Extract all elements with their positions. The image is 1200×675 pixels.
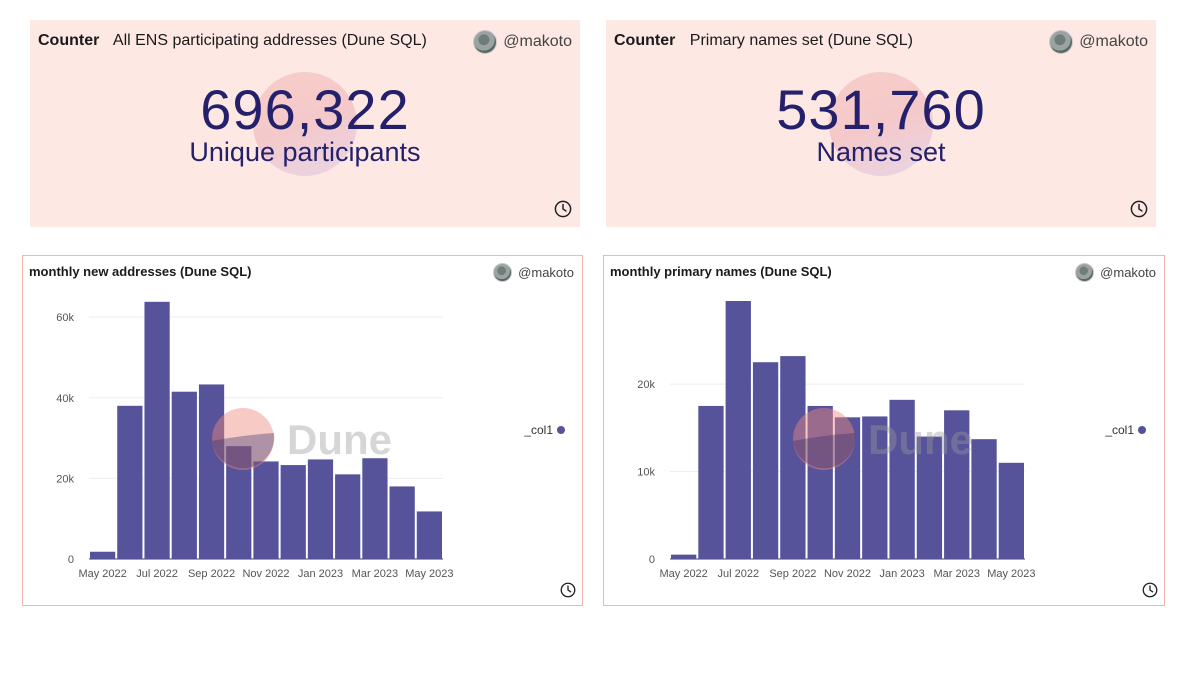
counter-card-participants: Counter All ENS participating addresses … bbox=[30, 20, 580, 227]
bar-oct-2022[interactable] bbox=[807, 405, 833, 559]
avatar bbox=[1049, 30, 1074, 54]
x-tick-label: Sep 2022 bbox=[188, 568, 235, 580]
bar-oct-2022[interactable] bbox=[226, 446, 252, 559]
counter-value: 696,322 bbox=[200, 78, 410, 141]
x-tick-label: Nov 2022 bbox=[242, 568, 289, 580]
dune-watermark-logo bbox=[253, 72, 357, 176]
legend-swatch bbox=[557, 426, 565, 434]
x-tick-label: Jul 2022 bbox=[136, 568, 178, 580]
y-tick-label: 60k bbox=[56, 312, 74, 324]
x-tick-label: Jul 2022 bbox=[717, 568, 759, 580]
watermark-text: Dune bbox=[287, 416, 392, 463]
x-tick-label: May 2022 bbox=[78, 568, 126, 580]
chart-card-new-addresses: monthly new addresses (Dune SQL) @makoto… bbox=[22, 255, 583, 606]
bar-apr-2023[interactable] bbox=[389, 486, 415, 559]
author-link[interactable]: @makoto bbox=[473, 30, 572, 54]
bar-sep-2022[interactable] bbox=[198, 384, 225, 559]
chart-title[interactable]: monthly primary names (Dune SQL) bbox=[610, 264, 832, 279]
counter-header: Counter Primary names set (Dune SQL) bbox=[614, 32, 913, 50]
visualization-type: Counter bbox=[38, 32, 100, 49]
bar-chart: 0 20k 40k 60k Dune May 2022 Jul 2022 Sep 2022 No… bbox=[56, 301, 565, 580]
bar-apr-2023[interactable] bbox=[971, 439, 997, 559]
bar-sep-2022[interactable] bbox=[780, 356, 806, 559]
counter-label: Unique participants bbox=[189, 137, 421, 167]
x-tick-label: Sep 2022 bbox=[769, 568, 816, 580]
bar-mar-2023[interactable] bbox=[362, 458, 388, 559]
bar-dec-2022[interactable] bbox=[862, 416, 888, 559]
x-tick-label: Mar 2023 bbox=[933, 568, 979, 580]
x-tick-label: Jan 2023 bbox=[879, 568, 924, 580]
clock-icon[interactable] bbox=[554, 200, 572, 218]
chart-card-primary-names: monthly primary names (Dune SQL) @makoto… bbox=[603, 255, 1165, 606]
bar-may-2022[interactable] bbox=[671, 554, 697, 559]
bar-aug-2022[interactable] bbox=[171, 391, 197, 559]
dune-watermark: Dune bbox=[212, 408, 392, 470]
bar-jun-2022[interactable] bbox=[698, 405, 724, 559]
x-tick-label: May 2022 bbox=[659, 568, 707, 580]
counter-value: 531,760 bbox=[776, 78, 986, 141]
avatar bbox=[1075, 263, 1095, 282]
author-name: @makoto bbox=[1079, 33, 1148, 50]
watermark-text: Dune bbox=[868, 416, 973, 463]
y-tick-label: 0 bbox=[68, 554, 74, 566]
bar-feb-2023[interactable] bbox=[916, 436, 943, 559]
author-link[interactable]: @makoto bbox=[1075, 263, 1156, 282]
counter-label: Names set bbox=[816, 137, 946, 167]
x-tick-label: May 2023 bbox=[987, 568, 1035, 580]
author-link[interactable]: @makoto bbox=[493, 263, 574, 282]
avatar bbox=[473, 30, 498, 54]
bar-chart: 0 10k 20k Dune May 2022 Jul 2022 Sep 2022 Nov 2… bbox=[637, 301, 1146, 580]
author-name: @makoto bbox=[503, 33, 572, 50]
x-tick-label: Jan 2023 bbox=[298, 568, 343, 580]
bar-jul-2022[interactable] bbox=[144, 301, 170, 559]
clock-icon[interactable] bbox=[560, 582, 576, 598]
bar-nov-2022[interactable] bbox=[834, 417, 861, 559]
bar-aug-2022[interactable] bbox=[752, 362, 779, 559]
bar-may-2023[interactable] bbox=[998, 462, 1024, 559]
y-tick-label: 0 bbox=[649, 554, 655, 566]
bar-jan-2023[interactable] bbox=[889, 399, 915, 559]
bar-jun-2022[interactable] bbox=[117, 405, 143, 559]
clock-icon[interactable] bbox=[1130, 200, 1148, 218]
clock-icon[interactable] bbox=[1142, 582, 1158, 598]
dune-watermark-logo bbox=[829, 72, 933, 176]
legend-label[interactable]: _col1 bbox=[1104, 423, 1134, 437]
legend-label[interactable]: _col1 bbox=[523, 423, 553, 437]
bar-jul-2022[interactable] bbox=[725, 301, 751, 559]
bar-mar-2023[interactable] bbox=[944, 410, 970, 559]
bar-dec-2022[interactable] bbox=[280, 465, 306, 559]
author-name: @makoto bbox=[1100, 265, 1156, 280]
y-tick-label: 40k bbox=[56, 393, 74, 405]
x-tick-label: May 2023 bbox=[405, 568, 453, 580]
visualization-type: Counter bbox=[614, 32, 676, 49]
bar-nov-2022[interactable] bbox=[253, 461, 279, 559]
bar-may-2023[interactable] bbox=[416, 511, 442, 559]
avatar bbox=[493, 263, 513, 282]
y-tick-label: 20k bbox=[637, 379, 655, 391]
x-tick-label: Mar 2023 bbox=[352, 568, 398, 580]
author-link[interactable]: @makoto bbox=[1049, 30, 1148, 54]
bar-jan-2023[interactable] bbox=[307, 459, 334, 559]
dune-watermark: Dune bbox=[793, 408, 973, 470]
query-title[interactable]: Primary names set (Dune SQL) bbox=[689, 32, 913, 49]
y-tick-label: 20k bbox=[56, 473, 74, 485]
query-title[interactable]: All ENS participating addresses (Dune SQ… bbox=[112, 32, 427, 49]
y-tick-label: 10k bbox=[637, 467, 655, 479]
bar-feb-2023[interactable] bbox=[335, 474, 361, 559]
counter-card-names-set: Counter Primary names set (Dune SQL) @ma… bbox=[606, 20, 1156, 227]
counter-header: Counter All ENS participating addresses … bbox=[38, 32, 427, 50]
chart-title[interactable]: monthly new addresses (Dune SQL) bbox=[29, 264, 252, 279]
x-tick-label: Nov 2022 bbox=[824, 568, 871, 580]
bar-may-2022[interactable] bbox=[90, 551, 116, 559]
author-name: @makoto bbox=[518, 265, 574, 280]
legend-swatch bbox=[1138, 426, 1146, 434]
